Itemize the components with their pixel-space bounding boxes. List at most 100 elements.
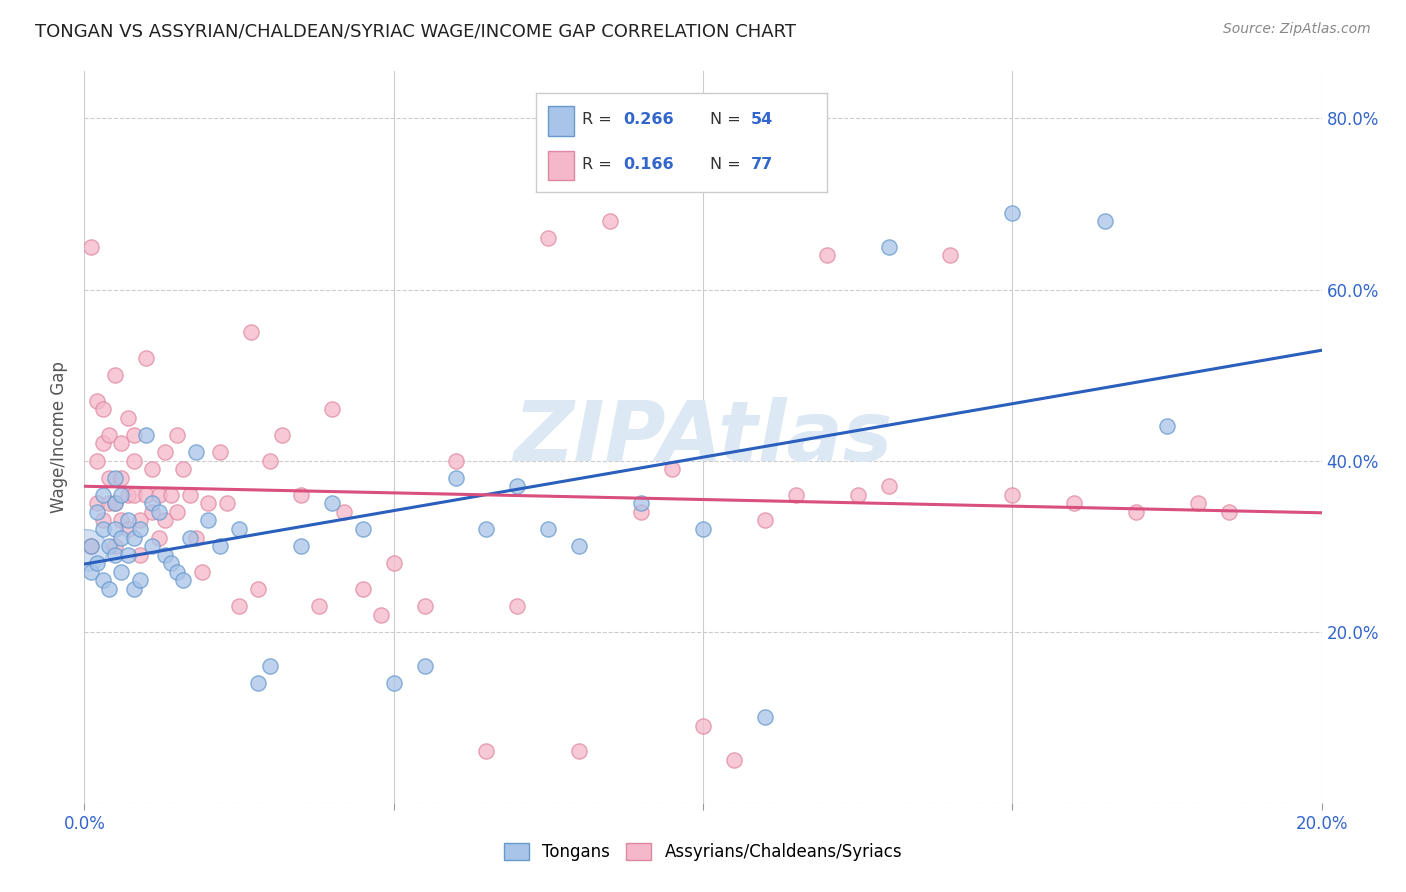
Point <box>290 539 312 553</box>
Point <box>630 496 652 510</box>
Point <box>382 676 405 690</box>
Point <box>104 471 127 485</box>
Point <box>308 599 330 613</box>
Point <box>723 753 745 767</box>
Point <box>86 496 108 510</box>
Point <box>104 368 127 382</box>
Point <box>172 462 194 476</box>
Point <box>86 505 108 519</box>
Point <box>599 214 621 228</box>
Point <box>475 744 498 758</box>
Point <box>104 548 127 562</box>
Point <box>86 556 108 570</box>
Point <box>122 488 145 502</box>
Point <box>939 248 962 262</box>
Point <box>209 445 232 459</box>
Point <box>166 565 188 579</box>
Point <box>754 514 776 528</box>
Point <box>877 479 900 493</box>
Point <box>382 556 405 570</box>
Point <box>1063 496 1085 510</box>
Point <box>259 659 281 673</box>
Point <box>86 453 108 467</box>
Point <box>110 514 132 528</box>
Legend: Tongans, Assyrians/Chaldeans/Syriacs: Tongans, Assyrians/Chaldeans/Syriacs <box>496 836 910 868</box>
Point <box>141 505 163 519</box>
Point <box>122 582 145 596</box>
Point <box>129 522 152 536</box>
Point <box>104 496 127 510</box>
Point <box>122 531 145 545</box>
Point <box>129 514 152 528</box>
Point <box>352 522 374 536</box>
Point <box>91 436 114 450</box>
Point <box>506 479 529 493</box>
Point <box>104 539 127 553</box>
Point <box>110 488 132 502</box>
Point <box>228 599 250 613</box>
Point <box>444 453 467 467</box>
Point <box>110 436 132 450</box>
Point <box>79 565 101 579</box>
Point <box>179 488 201 502</box>
Point <box>321 496 343 510</box>
Point <box>785 488 807 502</box>
Point <box>1125 505 1147 519</box>
Point <box>160 488 183 502</box>
Point <box>197 496 219 510</box>
Point <box>537 231 560 245</box>
Point <box>135 351 157 365</box>
Point <box>209 539 232 553</box>
Point <box>135 488 157 502</box>
Point <box>290 488 312 502</box>
Point <box>153 445 176 459</box>
Point <box>153 514 176 528</box>
Point <box>79 539 101 553</box>
Text: Source: ZipAtlas.com: Source: ZipAtlas.com <box>1223 22 1371 37</box>
Point <box>98 471 121 485</box>
Point <box>98 582 121 596</box>
Point <box>184 531 207 545</box>
Point <box>148 531 170 545</box>
Point <box>104 496 127 510</box>
Point <box>79 539 101 553</box>
Point <box>141 496 163 510</box>
Point <box>98 428 121 442</box>
Point <box>148 505 170 519</box>
Point <box>661 462 683 476</box>
Point <box>75 543 97 558</box>
Point <box>475 522 498 536</box>
Point <box>215 496 238 510</box>
Point <box>141 462 163 476</box>
Point <box>246 582 269 596</box>
Point <box>352 582 374 596</box>
Point <box>1156 419 1178 434</box>
Point <box>153 548 176 562</box>
Point <box>271 428 294 442</box>
Point <box>117 410 139 425</box>
Point <box>877 240 900 254</box>
Point <box>179 531 201 545</box>
Point <box>1001 205 1024 219</box>
Point <box>91 402 114 417</box>
Point <box>568 539 591 553</box>
Point <box>98 539 121 553</box>
Text: ZIPAtlas: ZIPAtlas <box>513 397 893 477</box>
Text: TONGAN VS ASSYRIAN/CHALDEAN/SYRIAC WAGE/INCOME GAP CORRELATION CHART: TONGAN VS ASSYRIAN/CHALDEAN/SYRIAC WAGE/… <box>35 22 796 40</box>
Point <box>444 471 467 485</box>
Point <box>1001 488 1024 502</box>
Point <box>91 522 114 536</box>
Point <box>148 488 170 502</box>
Point <box>129 574 152 588</box>
Point <box>110 531 132 545</box>
Point <box>117 488 139 502</box>
Point <box>1218 505 1240 519</box>
Point <box>141 539 163 553</box>
Point <box>91 514 114 528</box>
Point <box>117 522 139 536</box>
Point <box>110 471 132 485</box>
Point <box>91 574 114 588</box>
Point <box>117 514 139 528</box>
Point <box>122 428 145 442</box>
Point <box>184 445 207 459</box>
